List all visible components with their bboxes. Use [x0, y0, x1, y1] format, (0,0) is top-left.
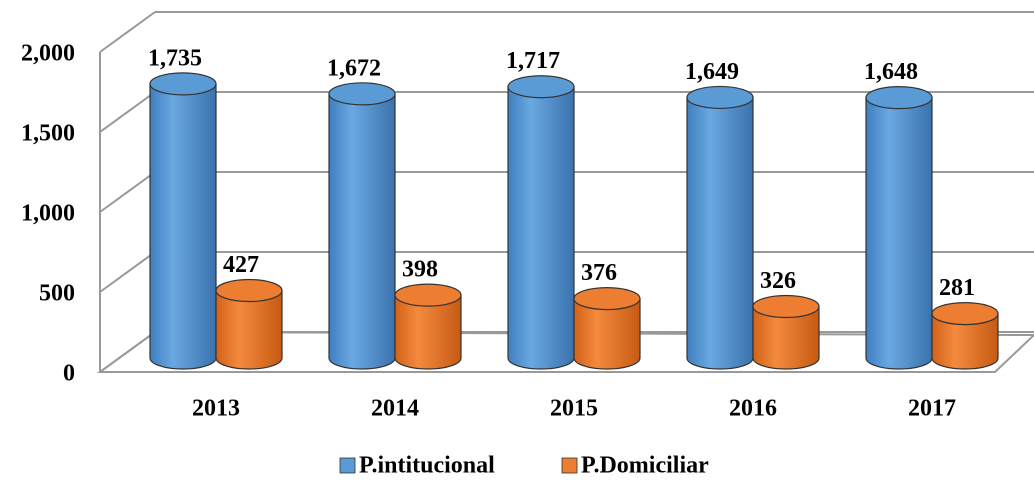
- cylinder: [394, 294, 462, 370]
- value-label: 326: [760, 268, 796, 294]
- cylinder-top: [394, 283, 462, 307]
- cylinder: [752, 305, 820, 370]
- cylinder-top: [215, 278, 283, 303]
- y-tick-label: 0: [63, 361, 75, 387]
- cylinder-top: [149, 72, 217, 96]
- x-tick-label: 2013: [192, 396, 240, 422]
- cylinder-top: [931, 302, 999, 326]
- value-label: 1,717: [506, 48, 560, 74]
- legend-label: P.intitucional: [359, 453, 495, 479]
- legend-swatch: [339, 457, 356, 474]
- cylinder: [215, 289, 283, 370]
- cylinder-top: [686, 85, 754, 110]
- cylinder: [149, 83, 217, 370]
- x-tick-label: 2014: [371, 396, 419, 422]
- value-label: 1,649: [685, 59, 739, 85]
- x-tick-label: 2016: [729, 396, 777, 422]
- cylinder-top: [752, 294, 820, 319]
- value-label: 281: [939, 275, 975, 301]
- cylinder-top: [573, 286, 641, 311]
- cylinder-top: [328, 82, 396, 106]
- legend-swatch: [561, 457, 578, 474]
- value-label: 1,648: [864, 59, 918, 85]
- wall-grid-line: [99, 251, 156, 293]
- legend-label: P.Domiciliar: [581, 453, 709, 479]
- value-label: 376: [581, 260, 617, 286]
- wall-grid-line: [99, 171, 156, 213]
- cylinder: [328, 93, 396, 370]
- value-label: 398: [402, 257, 438, 283]
- value-label: 427: [223, 252, 259, 278]
- cylinder: [507, 86, 575, 370]
- cylinder-top: [865, 86, 933, 110]
- y-tick-label: 2,000: [21, 41, 75, 67]
- cylinder: [931, 313, 999, 370]
- cylinder: [573, 297, 641, 370]
- cylinder: [686, 96, 754, 370]
- value-label: 1,672: [327, 55, 381, 81]
- y-tick-label: 500: [39, 281, 75, 307]
- y-tick-label: 1,500: [21, 121, 75, 147]
- wall-grid-line: [99, 331, 156, 373]
- cylinder: [865, 97, 933, 370]
- x-tick-label: 2015: [550, 396, 598, 422]
- value-label: 1,735: [148, 45, 202, 71]
- y-tick-label: 1,000: [21, 201, 75, 227]
- wall-grid-line: [99, 91, 156, 133]
- x-tick-label: 2017: [908, 396, 956, 422]
- cylinder-top: [507, 75, 575, 99]
- wall-grid-line: [99, 11, 156, 53]
